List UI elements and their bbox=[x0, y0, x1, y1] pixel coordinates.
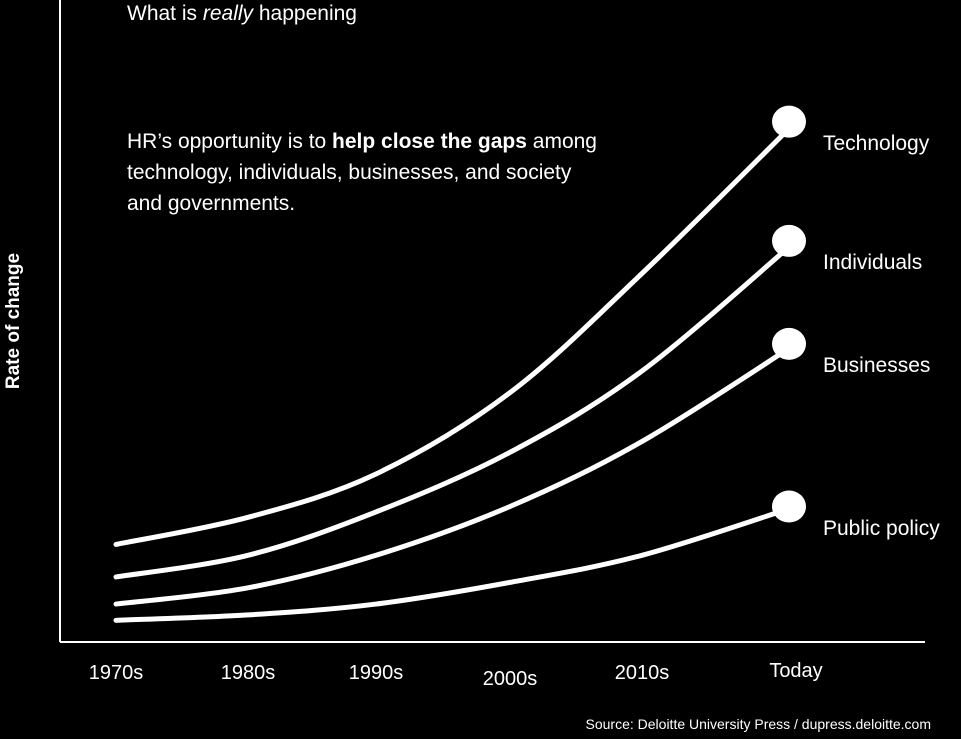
chart-title: What is really happening bbox=[127, 2, 357, 26]
series-label: Businesses bbox=[823, 353, 931, 377]
note-bold: help close the gaps bbox=[332, 130, 527, 153]
note-prefix: HR’s opportunity is to bbox=[127, 130, 333, 153]
title-prefix: What is bbox=[127, 2, 203, 25]
series-end-marker bbox=[772, 327, 806, 360]
x-tick-label: 1980s bbox=[220, 662, 276, 684]
series-line bbox=[113, 119, 799, 547]
annotation-note: HR’s opportunity is to help close the ga… bbox=[127, 126, 607, 219]
source-note: Source: Deloitte University Press / dupr… bbox=[585, 716, 931, 732]
series-line bbox=[113, 504, 799, 623]
x-tick-label: 2000s bbox=[482, 668, 538, 690]
x-tick-label: 2010s bbox=[614, 662, 670, 684]
x-tick-label: 1990s bbox=[348, 662, 404, 684]
x-tick-label: 1970s bbox=[88, 662, 144, 684]
series-layer bbox=[113, 105, 806, 623]
note-suffix: among technology, individuals, businesse… bbox=[127, 130, 597, 215]
series-end-marker bbox=[772, 224, 806, 257]
series-end-marker bbox=[772, 490, 806, 523]
series-line bbox=[113, 341, 799, 607]
title-emphasis: really bbox=[202, 2, 254, 25]
y-axis-label: Rate of change bbox=[3, 252, 24, 390]
series-label: Public policy bbox=[823, 516, 940, 540]
series-label: Technology bbox=[823, 131, 930, 155]
title-suffix: happening bbox=[253, 2, 357, 25]
x-tick-label: Today bbox=[769, 660, 823, 682]
series-label: Individuals bbox=[823, 250, 923, 274]
series-end-marker bbox=[772, 105, 806, 138]
series-line bbox=[113, 238, 799, 580]
